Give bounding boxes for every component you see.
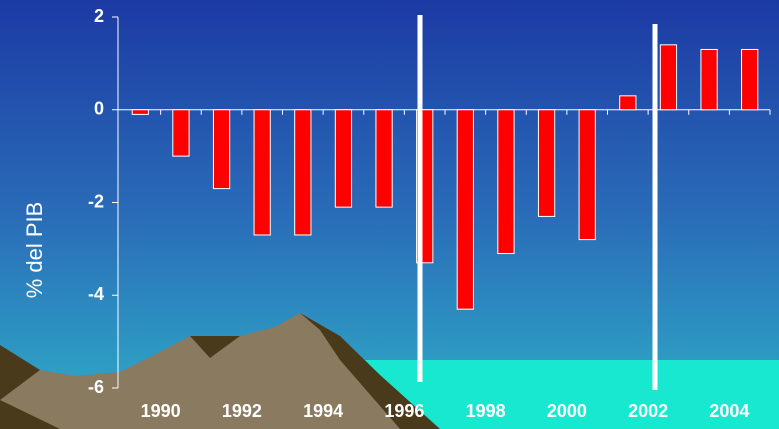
- y-tick-label: -2: [88, 191, 104, 211]
- y-tick-label: 0: [94, 99, 104, 119]
- bar: [497, 109, 515, 255]
- bar: [294, 109, 312, 236]
- bar: [578, 109, 596, 241]
- x-tick-label: 1994: [303, 401, 343, 421]
- x-tick-label: 1996: [384, 401, 424, 421]
- y-tick-label: -4: [88, 284, 104, 304]
- bar: [619, 95, 637, 111]
- bar: [456, 109, 474, 310]
- y-axis-label: % del PIB: [22, 202, 47, 299]
- bar: [659, 44, 678, 111]
- bar: [131, 109, 149, 115]
- x-tick-label: 2004: [709, 401, 749, 421]
- bar: [375, 109, 393, 208]
- x-tick-label: 1990: [141, 401, 181, 421]
- bar: [172, 109, 190, 157]
- x-tick-label: 2002: [628, 401, 668, 421]
- bar: [700, 48, 718, 111]
- y-tick-label: -6: [88, 377, 104, 397]
- x-tick-label: 2000: [547, 401, 587, 421]
- bar: [334, 109, 353, 208]
- x-tick-label: 1992: [222, 401, 262, 421]
- y-tick-label: 2: [94, 6, 104, 26]
- x-tick-label: 1998: [466, 401, 506, 421]
- bar: [537, 109, 556, 217]
- mountain-shadow: [0, 313, 440, 429]
- bar: [741, 48, 759, 111]
- bar: [253, 109, 271, 236]
- bar: [212, 109, 231, 190]
